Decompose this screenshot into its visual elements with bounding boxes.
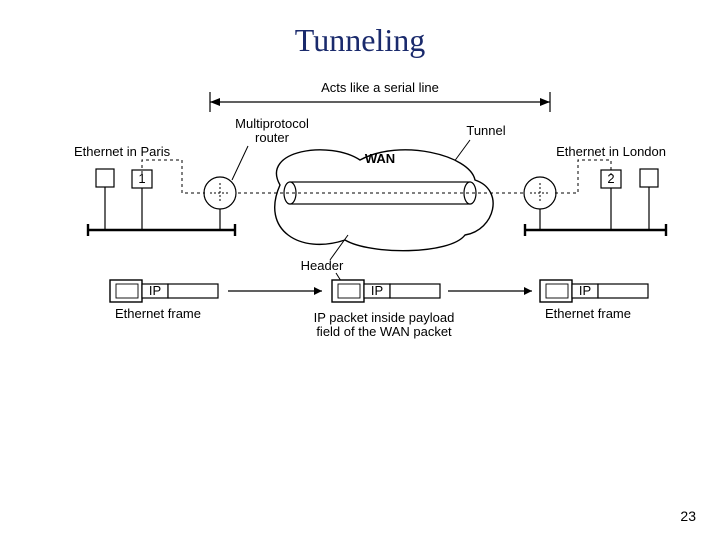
tunneling-diagram: Acts like a serial line Multiprotocol ro… <box>70 70 670 390</box>
wan-label: WAN <box>365 151 395 166</box>
page-number: 23 <box>680 508 696 524</box>
serial-line-bracket: Acts like a serial line <box>210 80 550 112</box>
multiprotocol-line2: router <box>255 130 290 145</box>
london-label: Ethernet in London <box>556 144 666 159</box>
slide-title: Tunneling <box>0 22 720 59</box>
right-router <box>524 177 556 209</box>
payload-line1: IP packet inside payload <box>314 310 455 325</box>
right-ip-label: IP <box>579 283 591 298</box>
center-ip-label: IP <box>371 283 383 298</box>
left-frame-label: Ethernet frame <box>115 306 201 321</box>
left-router <box>204 177 236 209</box>
host-square-left <box>96 169 114 187</box>
slide-root: Tunneling Acts like a serial line Multip… <box>0 0 720 540</box>
header-label: Header <box>301 258 344 273</box>
right-frame-label: Ethernet frame <box>545 306 631 321</box>
center-frame: IP IP packet inside payload field of the… <box>314 280 455 339</box>
serial-line-label: Acts like a serial line <box>321 80 439 95</box>
multiprotocol-line1: Multiprotocol <box>235 116 309 131</box>
tunnel-label: Tunnel <box>466 123 505 138</box>
left-frame: IP Ethernet frame <box>110 280 218 321</box>
paris-label: Ethernet in Paris <box>74 144 171 159</box>
payload-line2: field of the WAN packet <box>316 324 452 339</box>
host-square-right <box>640 169 658 187</box>
right-frame: IP Ethernet frame <box>540 280 648 321</box>
left-ip-label: IP <box>149 283 161 298</box>
